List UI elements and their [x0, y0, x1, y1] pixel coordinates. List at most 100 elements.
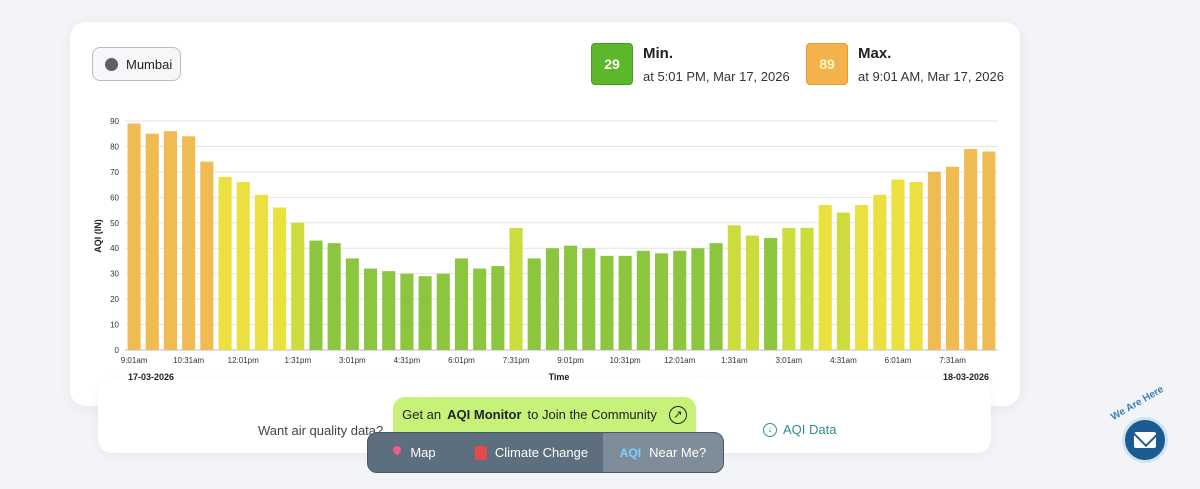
bar-9:31pm[interactable] [582, 248, 596, 350]
x-tick-label: 12:01pm [228, 356, 259, 365]
cta-bold: AQI Monitor [447, 407, 522, 422]
bar-7:31am[interactable] [945, 166, 960, 350]
bar-5:31am[interactable] [873, 194, 887, 350]
contact-mail-button[interactable] [1122, 417, 1168, 463]
nav-map[interactable]: Map [368, 433, 460, 472]
y-axis-title: AQI (IN) [93, 219, 103, 253]
city-name: Mumbai [126, 56, 173, 72]
bar-2:01am[interactable] [745, 235, 760, 351]
bar-12:31pm[interactable] [254, 194, 268, 350]
bar-3:31pm[interactable] [363, 268, 378, 350]
bar-5:01pm[interactable] [418, 276, 432, 350]
y-axis-ticks: 0 10 20 30 40 50 60 70 80 90 [110, 117, 119, 355]
bar-6:31am[interactable] [909, 182, 923, 350]
want-data-text: Want air quality data? [258, 423, 384, 438]
bar-6:31pm[interactable] [473, 268, 487, 350]
min-aqi-badge: 29 [591, 43, 633, 85]
y-tick-label: 90 [110, 117, 119, 126]
bar-3:01pm[interactable] [345, 258, 359, 350]
aqi-monitor-cta[interactable]: Get an AQI Monitor to Join the Community… [393, 397, 696, 432]
climate-icon [474, 445, 487, 460]
bar-1:31pm[interactable] [291, 222, 305, 350]
bar-1:01pm[interactable] [273, 207, 287, 350]
bar-1:01am[interactable] [709, 243, 723, 350]
aqi-logo-icon: AQI [619, 445, 642, 460]
bar-6:01pm[interactable] [454, 258, 469, 350]
bar-8:01pm[interactable] [527, 258, 541, 350]
envelope-icon [1134, 432, 1156, 448]
max-aqi-badge: 89 [806, 43, 848, 85]
nav-climate-change[interactable]: Climate Change [460, 433, 603, 472]
location-dot-icon [105, 57, 118, 71]
bar-8:01am[interactable] [964, 148, 978, 350]
min-time: at 5:01 PM, Mar 17, 2026 [643, 69, 790, 84]
bar-10:01am[interactable] [163, 131, 178, 350]
bar-11:31am[interactable] [218, 176, 232, 350]
cta-suffix: to Join the Community [527, 407, 657, 422]
bar-11:31pm[interactable] [654, 253, 669, 350]
x-tick-label: 9:01pm [557, 356, 584, 365]
bar-7:01pm[interactable] [491, 266, 505, 350]
bar-6:01am[interactable] [891, 179, 905, 350]
bar-7:01am[interactable] [927, 171, 941, 350]
bar-7:31pm[interactable] [509, 227, 523, 350]
x-tick-label: 12:01am [664, 356, 695, 365]
bar-4:31am[interactable] [836, 212, 850, 350]
bar-12:01am[interactable] [673, 250, 687, 350]
city-selector-button[interactable]: Mumbai [92, 47, 181, 81]
x-tick-label: 9:01am [121, 356, 148, 365]
bar-2:31pm[interactable] [327, 243, 341, 350]
x-tick-label: 1:31pm [284, 356, 311, 365]
bar-9:01am[interactable] [127, 123, 141, 351]
bar-8:31am[interactable] [982, 151, 996, 350]
x-tick-label: 4:31pm [394, 356, 421, 365]
end-date-label: 18-03-2026 [943, 372, 989, 382]
bar-1:31am[interactable] [727, 225, 741, 350]
x-tick-label: 6:01am [885, 356, 912, 365]
y-tick-label: 10 [110, 321, 119, 330]
bar-2:01pm[interactable] [309, 240, 323, 350]
y-tick-label: 70 [110, 168, 119, 177]
x-axis-title: Time [549, 372, 570, 382]
bar-5:31pm[interactable] [436, 273, 450, 350]
bar-10:31pm[interactable] [618, 255, 632, 350]
bottom-nav: Map Climate Change AQI Near Me? [367, 432, 724, 473]
bar-2:31am[interactable] [764, 238, 778, 350]
cta-prefix: Get an [402, 407, 442, 422]
bar-8:31pm[interactable] [545, 248, 559, 350]
bar-3:01am[interactable] [782, 227, 796, 350]
y-tick-label: 20 [110, 295, 119, 304]
bar-4:31pm[interactable] [400, 273, 414, 350]
x-axis-ticks: 9:01am 10:31am 12:01pm 1:31pm 3:01pm 4:31pm 6:… [121, 356, 966, 365]
aqi-data-link[interactable]: ↓ AQI Data [763, 422, 836, 437]
bar-11:01pm[interactable] [636, 250, 650, 350]
x-tick-label: 3:01pm [339, 356, 366, 365]
map-pin-icon [392, 446, 402, 459]
x-tick-label: 10:31am [173, 356, 204, 365]
bar-3:31am[interactable] [800, 227, 814, 350]
bar-9:01pm[interactable] [564, 245, 578, 350]
bar-10:01pm[interactable] [600, 255, 614, 350]
bar-11:01am[interactable] [200, 161, 214, 350]
bar-5:01am[interactable] [855, 204, 869, 350]
start-date-label: 17-03-2026 [128, 372, 174, 382]
bar-12:01pm[interactable] [236, 182, 250, 350]
min-label: Min. [643, 45, 673, 62]
y-tick-label: 40 [110, 244, 119, 253]
max-time: at 9:01 AM, Mar 17, 2026 [858, 69, 1004, 84]
x-tick-label: 1:31am [721, 356, 748, 365]
x-tick-label: 4:31am [830, 356, 857, 365]
chart-bars [127, 123, 996, 351]
bar-9:31am[interactable] [145, 133, 159, 350]
max-label: Max. [858, 45, 892, 62]
arrow-up-right-icon: ↗ [668, 405, 687, 424]
bar-10:31am[interactable] [182, 136, 196, 350]
y-tick-label: 30 [110, 270, 119, 279]
x-tick-label: 10:31pm [610, 356, 641, 365]
nav-map-label: Map [410, 445, 436, 460]
bar-4:01pm[interactable] [382, 271, 396, 350]
nav-near-me[interactable]: AQI Near Me? [603, 433, 723, 472]
bar-4:01am[interactable] [818, 204, 832, 350]
bar-12:31am[interactable] [691, 248, 705, 350]
x-tick-label: 6:01pm [448, 356, 475, 365]
